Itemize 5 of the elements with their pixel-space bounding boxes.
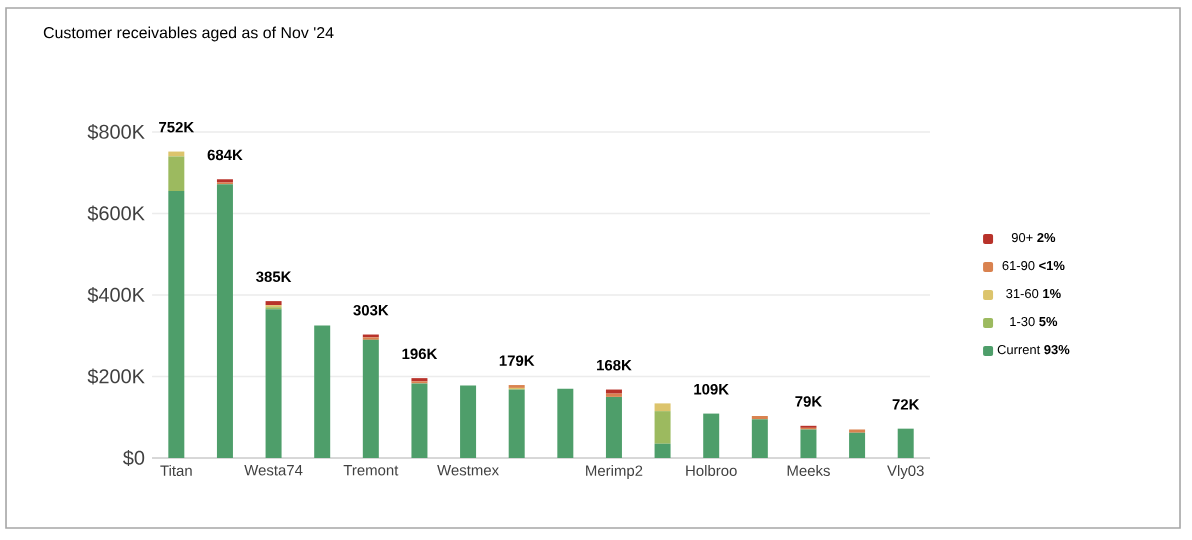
y-tick-label: $600K (87, 205, 145, 222)
y-tick-label: $0 (123, 449, 145, 467)
y-tick-label: $200K (87, 368, 145, 385)
y-tick-label: $800K (87, 123, 145, 141)
y-tick-label: $400K (87, 286, 145, 304)
